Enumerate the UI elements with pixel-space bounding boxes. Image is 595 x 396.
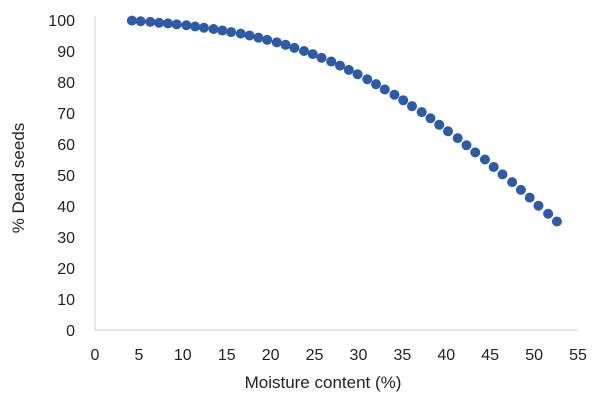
- data-point: [543, 208, 554, 219]
- data-point: [379, 84, 390, 95]
- data-point: [515, 184, 526, 195]
- x-tick-label: 25: [306, 347, 324, 364]
- data-point: [253, 32, 264, 43]
- data-point: [461, 140, 472, 151]
- y-tick-label: 40: [57, 199, 75, 216]
- data-point: [235, 28, 246, 39]
- x-tick-label: 0: [91, 347, 100, 364]
- data-point: [271, 37, 282, 48]
- data-point: [524, 192, 535, 203]
- data-point: [190, 21, 201, 32]
- data-point: [371, 79, 382, 90]
- data-point: [425, 113, 436, 124]
- y-tick-label: 20: [57, 261, 75, 278]
- data-point: [533, 200, 544, 211]
- x-tick-label: 10: [174, 347, 192, 364]
- data-point: [343, 64, 354, 75]
- data-point: [479, 154, 490, 165]
- y-tick-label: 0: [66, 323, 75, 340]
- data-point: [551, 216, 562, 227]
- data-point: [488, 161, 499, 172]
- data-point: [470, 147, 481, 158]
- y-tick-label: 80: [57, 75, 75, 92]
- data-point: [416, 107, 427, 118]
- data-point: [181, 20, 192, 31]
- data-point: [398, 95, 409, 106]
- data-point: [307, 49, 318, 60]
- data-point: [497, 169, 508, 180]
- x-tick-label: 45: [481, 347, 499, 364]
- data-point: [126, 15, 137, 26]
- y-tick-label: 70: [57, 106, 75, 123]
- x-tick-label: 20: [262, 347, 280, 364]
- x-tick-label: 40: [437, 347, 455, 364]
- data-point: [452, 133, 463, 144]
- data-point: [226, 27, 237, 38]
- x-tick-label: 50: [525, 347, 543, 364]
- y-axis-title: % Dead seeds: [9, 123, 28, 234]
- data-point: [217, 25, 228, 36]
- data-point: [407, 101, 418, 112]
- data-point: [198, 22, 209, 33]
- y-tick-label: 90: [57, 44, 75, 61]
- data-point: [262, 34, 273, 45]
- data-point: [389, 89, 400, 100]
- data-point: [335, 60, 346, 71]
- data-point: [326, 56, 337, 67]
- y-tick-label: 50: [57, 168, 75, 185]
- data-point: [352, 69, 363, 80]
- x-tick-label: 55: [569, 347, 587, 364]
- data-point: [244, 30, 255, 41]
- data-point: [145, 16, 156, 27]
- data-point: [208, 23, 219, 34]
- data-point: [362, 74, 373, 85]
- x-tick-label: 15: [218, 347, 236, 364]
- x-tick-label: 5: [134, 347, 143, 364]
- data-point: [316, 52, 327, 63]
- data-point: [507, 177, 518, 188]
- x-tick-label: 30: [350, 347, 368, 364]
- y-tick-label: 100: [48, 13, 75, 30]
- data-point: [434, 119, 445, 130]
- x-tick-label: 35: [393, 347, 411, 364]
- data-point: [171, 19, 182, 30]
- data-point: [443, 126, 454, 137]
- data-point: [162, 18, 173, 29]
- y-tick-label: 10: [57, 292, 75, 309]
- data-point: [135, 16, 146, 27]
- data-points: [126, 15, 562, 227]
- y-tick-label: 30: [57, 230, 75, 247]
- data-point: [299, 46, 310, 56]
- data-point: [289, 42, 300, 53]
- data-point: [280, 39, 291, 50]
- y-tick-label: 60: [57, 137, 75, 154]
- axes-layer: 0 5 10 15 20 25 30 35 40 45 50 55 0 10 20 30 40 50 60 70 80 9…: [48, 13, 587, 364]
- data-point: [154, 17, 165, 28]
- x-axis-title: Moisture content (%): [245, 373, 402, 392]
